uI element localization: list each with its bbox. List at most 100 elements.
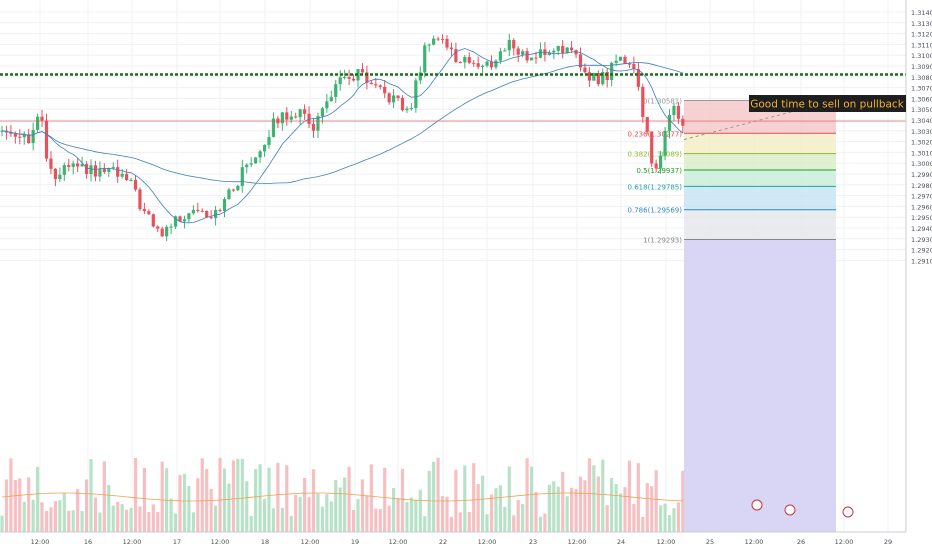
time-tick-label: 12:00 <box>657 538 676 546</box>
candle-body <box>129 179 133 181</box>
volume-bar <box>440 496 445 532</box>
candle-body <box>436 38 440 40</box>
candle-body <box>298 109 302 118</box>
candle-body <box>98 168 102 177</box>
volume-bar <box>276 462 280 532</box>
economic-event-icon[interactable] <box>784 504 796 516</box>
volume-bar <box>365 495 369 532</box>
candle-body <box>521 51 525 55</box>
candle-body <box>641 86 645 117</box>
volume-bar <box>418 489 422 532</box>
economic-event-icon[interactable] <box>751 499 763 511</box>
candle-body <box>676 105 680 119</box>
candle-body <box>432 38 436 45</box>
volume-bar <box>129 507 133 532</box>
candle-body <box>258 151 262 158</box>
time-tick-label: 25 <box>706 538 714 546</box>
candle-body <box>84 164 89 174</box>
volume-bar <box>481 475 485 532</box>
fib-level-label: 0(1.30581) <box>643 97 682 105</box>
fibonacci-retracement[interactable]: 0(1.30581) 0.236(1.30277) 0.382(1.30089) 0.… <box>628 97 837 532</box>
candle-body <box>102 168 106 172</box>
candle-body <box>22 134 26 138</box>
candle-body <box>31 129 35 144</box>
candle-body <box>601 72 605 85</box>
price-tick-label: 1.30500 <box>911 106 932 114</box>
price-tick-label: 1.29400 <box>911 225 932 233</box>
candle-body <box>80 164 84 167</box>
volume-bar <box>214 505 218 532</box>
volume-bar <box>289 515 293 532</box>
candle-body <box>507 40 511 51</box>
time-axis[interactable]: 12:00 16 12:00 17 12:00 18 12:00 19 12:00 22 12:00… <box>0 531 906 546</box>
candle-body <box>138 189 142 210</box>
candle-body <box>196 209 200 211</box>
candle-body <box>400 97 405 111</box>
candle-body <box>481 65 485 67</box>
volume-bar <box>303 477 307 532</box>
volume-bar <box>507 466 511 532</box>
candle-body <box>334 84 338 97</box>
candlesticks <box>0 33 685 242</box>
volume-bar <box>254 469 258 532</box>
price-tick-label: 1.31300 <box>911 20 932 28</box>
price-tick-label: 1.29700 <box>911 193 932 201</box>
candle-body <box>316 116 320 131</box>
candle-body <box>231 189 235 191</box>
volume-bar <box>592 465 596 532</box>
volume-bar <box>280 507 284 532</box>
volume-bar <box>663 503 667 532</box>
volume-bar <box>18 478 22 532</box>
candle-body <box>387 93 391 103</box>
volume-bar <box>58 500 62 532</box>
economic-event-icon[interactable] <box>842 506 854 518</box>
candle-body <box>58 174 62 179</box>
candle-body <box>503 50 507 52</box>
event-markers[interactable] <box>751 499 854 518</box>
candle-body <box>267 136 271 145</box>
fib-zone <box>684 209 836 240</box>
candle-body <box>570 47 574 51</box>
time-tick-label: 26 <box>797 538 805 546</box>
volume-bar <box>650 486 654 532</box>
price-tick-label: 1.30800 <box>911 74 932 82</box>
volume-bar <box>262 498 267 532</box>
volume-bar <box>458 512 462 532</box>
fib-trend-line <box>683 100 837 140</box>
fib-level-label: 1(1.29293) <box>643 237 682 245</box>
volume-bar <box>587 458 591 532</box>
volume-bar <box>485 514 489 532</box>
volume-bar <box>654 470 658 532</box>
candle-body <box>463 57 467 63</box>
candle-body <box>289 116 293 120</box>
price-axis[interactable]: 1.29100 1.29200 1.29300 1.29400 1.29500 1.296… <box>905 0 932 550</box>
volume-bar <box>369 464 373 532</box>
volume-bar <box>498 485 502 532</box>
time-tick-label: 12:00 <box>568 538 587 546</box>
annotation-box[interactable]: Good time to sell on pullback <box>749 95 906 112</box>
volume-bar <box>529 466 534 532</box>
volume-bar <box>311 469 316 532</box>
candle-body <box>320 108 324 117</box>
volume-bar <box>343 477 347 532</box>
candle-body <box>285 112 289 120</box>
candle-body <box>476 63 480 67</box>
fib-zone <box>684 170 836 187</box>
candle-body <box>125 173 129 181</box>
candle-body <box>561 45 565 54</box>
volume-bar <box>151 504 155 532</box>
candle-body <box>663 130 667 156</box>
volume-bar <box>351 509 356 532</box>
volume-bar <box>405 502 409 532</box>
candle-body <box>472 62 476 64</box>
candle-body <box>623 56 627 64</box>
volume-bar <box>614 484 618 532</box>
candle-body <box>654 163 658 169</box>
volume-bar <box>116 501 120 532</box>
volume-bar <box>307 497 311 532</box>
volume-bar <box>169 498 173 532</box>
time-tick-label: 24 <box>617 538 625 546</box>
volume-bar <box>222 468 227 532</box>
